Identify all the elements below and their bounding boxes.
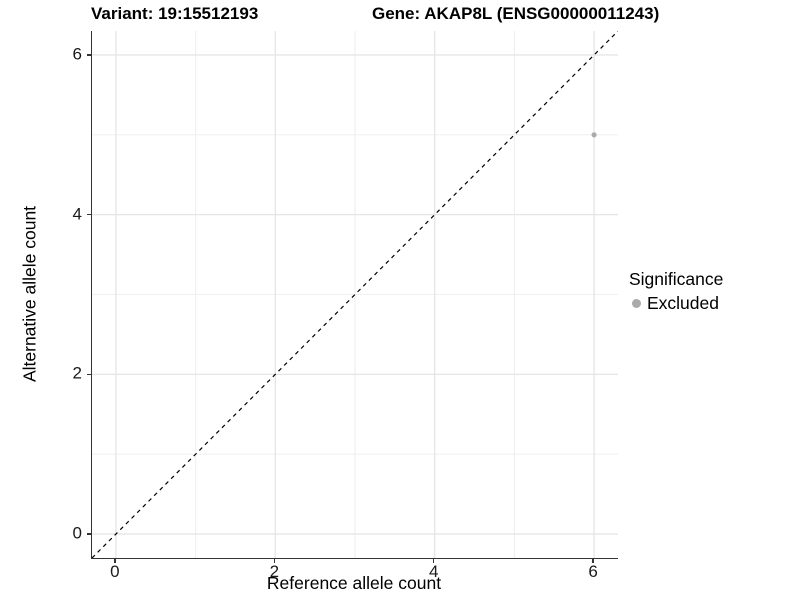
y-axis-tick-mark: [86, 533, 91, 535]
legend-key-dot-icon: [632, 299, 641, 308]
y-axis-tick-mark: [86, 54, 91, 56]
gene-title: Gene: AKAP8L (ENSG00000011243): [372, 4, 660, 23]
y-axis-tick-label: 2: [72, 363, 82, 383]
y-axis-tick-label: 6: [72, 44, 82, 64]
x-axis-tick-mark: [592, 558, 594, 563]
y-axis-title: Alternative allele count: [19, 205, 40, 383]
legend: Significance Excluded: [629, 269, 723, 314]
y-axis-tick-label: 0: [72, 523, 82, 543]
x-axis-tick-label: 4: [428, 562, 439, 581]
legend-title: Significance: [629, 269, 724, 289]
y-axis-tick-label: 4: [72, 204, 82, 224]
variant-title: Variant: 19:15512193: [91, 4, 259, 23]
x-axis-tick-mark: [273, 558, 276, 563]
x-axis-tick-label: 6: [588, 562, 598, 581]
scatter-chart: [92, 31, 618, 558]
y-axis-tick-mark: [86, 213, 91, 216]
y-axis-tick-mark: [86, 373, 91, 376]
plot-panel: [91, 31, 618, 559]
legend-item-excluded: Excluded: [629, 293, 723, 314]
x-axis-tick-mark: [114, 558, 116, 563]
x-axis-title: Reference allele count: [266, 573, 442, 593]
x-axis-tick-label: 2: [269, 562, 280, 581]
data-point: [591, 132, 597, 138]
legend-item-label: Excluded: [647, 293, 719, 313]
x-axis-tick-label: 0: [110, 562, 120, 581]
x-axis-tick-mark: [432, 558, 435, 563]
